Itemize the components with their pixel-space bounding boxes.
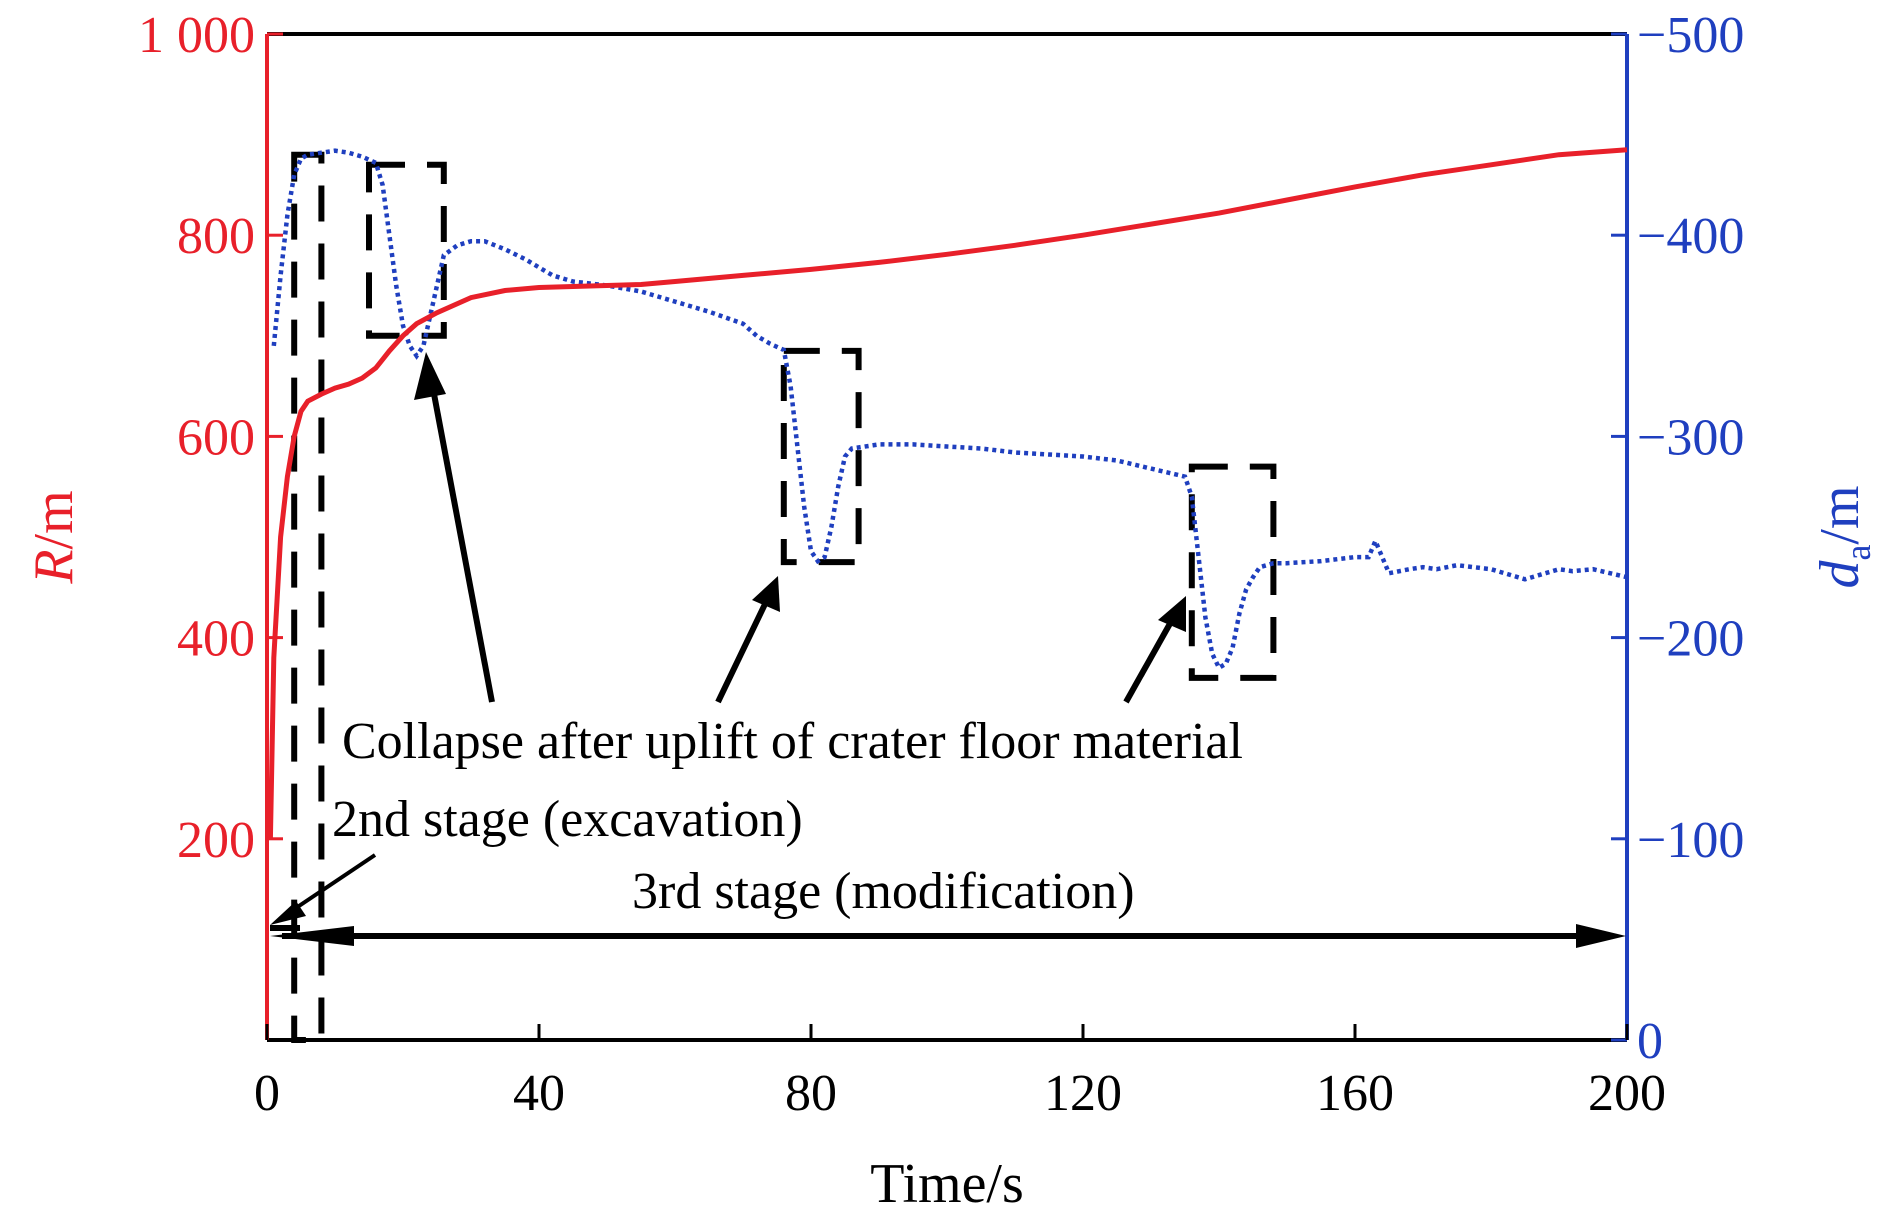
series-da-line — [271, 148, 1628, 671]
left-tick-label-2: 600 — [177, 409, 255, 466]
dashed-boxes — [291, 151, 1277, 1044]
dashed-box-1 — [366, 161, 447, 339]
collapse-arrow-3 — [1123, 618, 1175, 704]
right-tick-label-3: −300 — [1637, 409, 1744, 466]
annotation-stage2: 2nd stage (excavation) — [332, 791, 803, 848]
x-tick-label-2: 80 — [785, 1065, 837, 1122]
right-axis-label-symbol: d — [1809, 560, 1871, 589]
x-tick-label-3: 120 — [1044, 1065, 1122, 1122]
right-axis-label: da/m — [1809, 485, 1878, 588]
right-tick-label-4: −400 — [1637, 208, 1744, 265]
left-tick-label-1: 400 — [177, 611, 255, 668]
stage3-arrow-head-left — [270, 926, 354, 946]
left-axis-label-symbol: R — [23, 549, 85, 584]
dashed-box-3 — [1188, 463, 1277, 681]
left-tick-label-4: 1 000 — [138, 7, 255, 64]
right-axis-ticks: 0 −100 −200 −300 −400 −500 — [1611, 7, 1744, 1070]
x-tick-label-0: 0 — [254, 1065, 280, 1122]
right-axis-label-unit: /m — [1809, 485, 1871, 544]
right-tick-label-1: −100 — [1637, 812, 1744, 869]
collapse-arrows — [414, 352, 1186, 704]
stage2-pointer-head — [270, 901, 306, 925]
collapse-arrow-1 — [428, 377, 495, 703]
annotation-stage3: 3rd stage (modification) — [632, 863, 1135, 920]
series-r-line — [267, 147, 1628, 839]
svg-text:R/m: R/m — [23, 490, 85, 584]
left-axis-label-unit: /m — [23, 490, 85, 549]
x-tick-label-4: 160 — [1316, 1065, 1394, 1122]
dashed-box-0 — [291, 151, 325, 1044]
stage-arrows — [270, 853, 1626, 948]
dashed-box-2 — [780, 347, 862, 566]
x-axis-ticks: 0 40 80 120 160 200 — [254, 1024, 1666, 1122]
collapse-arrow-3-head — [1158, 596, 1186, 632]
collapse-arrow-2-head — [752, 576, 780, 612]
svg-text:da/m: da/m — [1809, 485, 1878, 588]
x-tick-label-1: 40 — [513, 1065, 565, 1122]
right-tick-label-5: −500 — [1637, 7, 1744, 64]
x-tick-label-5: 200 — [1588, 1065, 1666, 1122]
left-axis-ticks: 200 400 600 800 1 000 — [138, 7, 283, 869]
stage3-arrow-head-right — [1576, 924, 1626, 948]
left-tick-label-3: 800 — [177, 208, 255, 265]
stage2-pointer-line — [288, 853, 377, 914]
right-axis-label-subscript: a — [1838, 545, 1878, 561]
left-tick-label-0: 200 — [177, 812, 255, 869]
right-tick-label-0: 0 — [1637, 1013, 1663, 1070]
x-axis-label: Time/s — [870, 1153, 1024, 1212]
collapse-arrow-1-head — [414, 352, 446, 400]
collapse-arrow-2 — [715, 600, 769, 704]
right-tick-label-2: −200 — [1637, 611, 1744, 668]
annotation-collapse: Collapse after uplift of crater floor ma… — [342, 713, 1243, 770]
left-axis-label: R/m — [23, 490, 85, 584]
